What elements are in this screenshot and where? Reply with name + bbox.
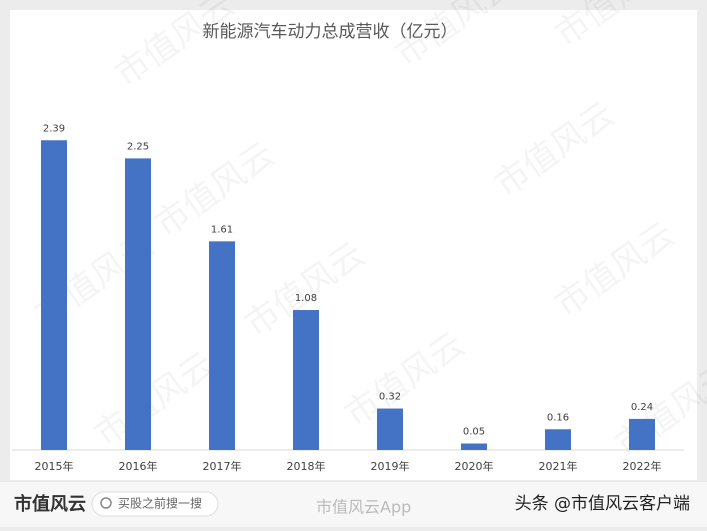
x-tick-label: 2018年 [287, 459, 326, 473]
bar [545, 429, 571, 450]
value-label: 2.25 [127, 141, 149, 152]
bar [41, 140, 67, 451]
footer-credit: 头条 @市值风云客户端 [515, 494, 690, 514]
value-label: 0.32 [379, 392, 401, 403]
x-tick-label: 2022年 [623, 459, 662, 473]
bar [293, 310, 319, 450]
bar [209, 241, 235, 450]
value-label: 2.39 [43, 123, 65, 134]
bar [629, 418, 655, 450]
value-label: 0.05 [463, 427, 485, 438]
bar [461, 443, 487, 450]
x-tick-label: 2017年 [203, 459, 242, 473]
x-tick-label: 2020年 [455, 459, 494, 473]
chart-background [10, 10, 697, 480]
footer-logo: 市值风云 [14, 493, 86, 515]
search-text[interactable]: 买股之前搜一搜 [118, 496, 202, 511]
x-tick-label: 2019年 [371, 459, 410, 473]
value-label: 1.08 [295, 293, 317, 304]
chart-title: 新能源汽车动力总成营收（亿元） [203, 22, 458, 42]
value-label: 0.24 [631, 402, 653, 413]
value-label: 0.16 [547, 412, 569, 423]
footer-app: 市值风云App [316, 498, 411, 517]
x-tick-label: 2016年 [119, 459, 158, 473]
value-label: 1.61 [211, 224, 233, 235]
bar [125, 158, 151, 450]
x-tick-label: 2015年 [35, 459, 74, 473]
x-tick-label: 2021年 [539, 459, 578, 473]
search-icon [100, 497, 112, 509]
search-box[interactable] [91, 491, 219, 517]
bar [377, 408, 403, 450]
